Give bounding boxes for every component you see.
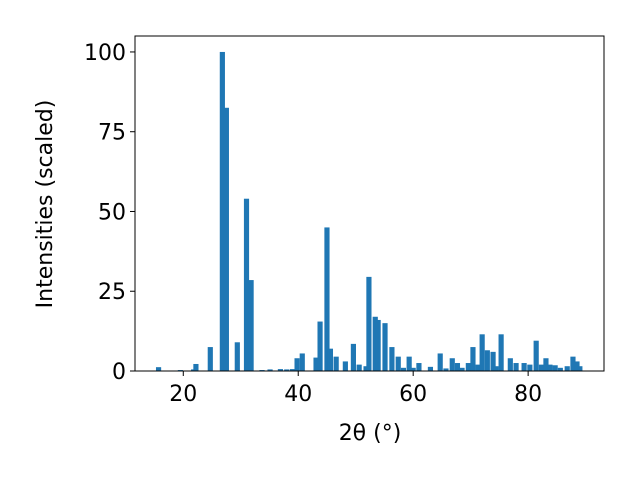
- bar: [294, 358, 300, 371]
- bar: [465, 363, 471, 371]
- bar: [543, 358, 549, 371]
- bar: [243, 198, 250, 371]
- bar: [223, 107, 229, 372]
- x-axis-label: 2θ (°): [339, 421, 402, 446]
- bar: [389, 347, 395, 371]
- bar: [333, 356, 339, 371]
- bar: [284, 369, 290, 371]
- bar: [317, 321, 323, 371]
- bar: [400, 367, 406, 371]
- bar: [484, 350, 490, 371]
- y-tick-label: 0: [112, 360, 126, 385]
- x-tick-label: 40: [284, 382, 312, 407]
- bar: [395, 356, 401, 371]
- bar: [366, 276, 372, 371]
- bar: [427, 366, 434, 371]
- bar: [406, 356, 412, 371]
- bar: [557, 367, 563, 371]
- bar: [327, 348, 334, 371]
- y-tick-label: 75: [98, 121, 126, 146]
- bar: [363, 366, 369, 371]
- plot-frame: [134, 35, 605, 372]
- bar: [277, 369, 283, 371]
- bar: [547, 364, 553, 371]
- bar: [479, 334, 485, 371]
- bar: [410, 367, 416, 371]
- bar: [248, 280, 254, 371]
- bar: [570, 356, 576, 371]
- x-tick-label: 60: [399, 382, 427, 407]
- bar: [155, 367, 162, 371]
- bar: [350, 343, 356, 371]
- y-tick-label: 25: [98, 280, 126, 305]
- bar: [372, 316, 378, 371]
- y-axis-label: Intensities (scaled): [33, 100, 58, 309]
- bar: [577, 366, 583, 371]
- bar: [449, 358, 455, 371]
- x-tick-label: 80: [514, 382, 542, 407]
- bar: [356, 364, 362, 371]
- bar: [475, 364, 481, 371]
- bar: [454, 363, 461, 371]
- bar: [299, 353, 305, 371]
- bar: [459, 367, 465, 371]
- bar: [552, 365, 558, 371]
- bar: [533, 340, 539, 371]
- bar: [564, 366, 570, 371]
- bar: [470, 347, 476, 371]
- bar: [498, 334, 504, 371]
- bar: [513, 363, 519, 371]
- bar: [382, 323, 388, 371]
- bar: [193, 363, 199, 371]
- bar: [313, 357, 319, 371]
- bar: [507, 358, 513, 371]
- bar: [443, 368, 449, 371]
- bar: [538, 364, 544, 371]
- bar: [574, 361, 580, 371]
- bar: [207, 347, 213, 371]
- bar: [219, 51, 225, 371]
- x-tick-label: 20: [169, 382, 197, 407]
- bar: [375, 319, 381, 371]
- bar: [342, 361, 348, 371]
- y-tick-label: 100: [84, 41, 126, 66]
- bar: [416, 363, 422, 371]
- bar: [521, 363, 527, 371]
- y-tick-label: 50: [98, 200, 126, 225]
- bar: [493, 366, 499, 371]
- bar: [490, 351, 496, 371]
- bar: [527, 364, 533, 371]
- bar: [289, 369, 296, 371]
- bar: [324, 227, 330, 371]
- bar: [437, 353, 443, 371]
- bar: [267, 369, 273, 371]
- bar: [234, 342, 240, 371]
